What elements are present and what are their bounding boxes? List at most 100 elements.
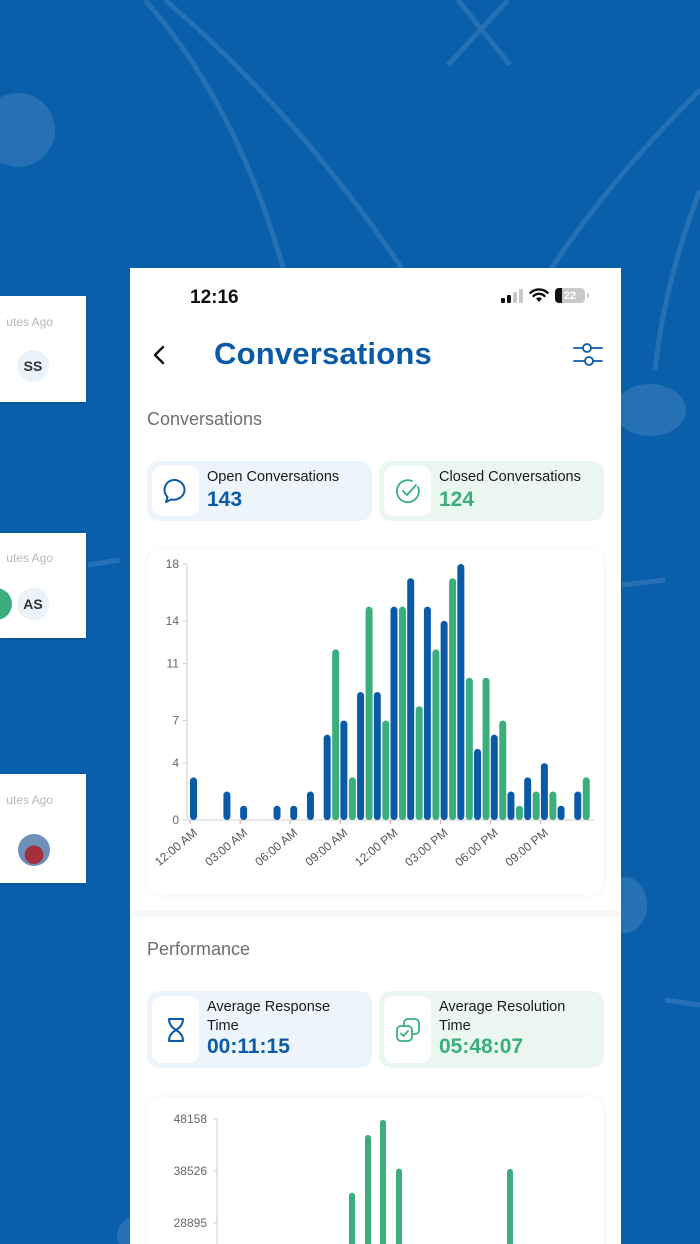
chart-bar-closed[interactable] xyxy=(399,606,406,820)
x-tick-label: 12:00 AM xyxy=(152,826,200,869)
avatar-green xyxy=(0,588,12,620)
stat-value: 143 xyxy=(207,488,243,511)
open-conversations-card[interactable]: Open Conversations 143 xyxy=(147,461,372,521)
stat-label-line1: Average Resolution xyxy=(439,999,566,1015)
back-chevron-icon[interactable] xyxy=(144,340,174,370)
filter-sliders-icon[interactable] xyxy=(571,338,605,372)
x-tick-label: 12:00 PM xyxy=(352,826,400,870)
y-tick-label: 38526 xyxy=(174,1164,208,1178)
y-tick-label: 28895 xyxy=(174,1216,208,1230)
chat-bubble-icon xyxy=(163,478,185,503)
stat-value: 124 xyxy=(439,488,475,511)
stat-label-line1: Average Response xyxy=(207,999,331,1015)
chart-bar-open[interactable] xyxy=(223,791,231,820)
stat-value: 00:11:15 xyxy=(207,1035,290,1058)
page-title: Conversations xyxy=(214,336,432,371)
section-title-conversations: Conversations xyxy=(147,409,263,429)
chart-bar-closed[interactable] xyxy=(432,649,440,820)
navigation-bar: Conversations xyxy=(130,332,621,382)
chart-bar-open[interactable] xyxy=(423,606,431,820)
chart-bar-open[interactable] xyxy=(306,791,314,820)
chart-bar-resolution[interactable] xyxy=(380,1119,386,1244)
chart-bar-closed[interactable] xyxy=(532,791,540,820)
chart-bar-open[interactable] xyxy=(490,734,498,820)
y-tick-label: 0 xyxy=(172,813,179,827)
y-tick-label: 4 xyxy=(172,756,179,770)
signal-icon xyxy=(501,288,523,303)
y-tick-label: 7 xyxy=(172,713,179,727)
x-tick-label: 09:00 PM xyxy=(502,826,550,870)
chart-bar-open[interactable] xyxy=(457,564,465,820)
stat-value: 05:48:07 xyxy=(439,1035,524,1058)
status-bar: 12:16 22 xyxy=(130,268,621,328)
chart-bar-closed[interactable] xyxy=(482,677,490,820)
chart-bar-closed[interactable] xyxy=(499,720,507,820)
chart-bar-open[interactable] xyxy=(407,578,415,820)
status-icons: 22 xyxy=(501,288,589,303)
chart-bar-open[interactable] xyxy=(390,606,398,820)
avatar: AS xyxy=(17,588,49,620)
chart-bar-open[interactable] xyxy=(440,620,448,820)
chart-bar-closed[interactable] xyxy=(465,677,473,820)
phone-screen: 12:16 22 Conversations xyxy=(130,268,621,1244)
section-divider xyxy=(130,911,621,917)
chart-bar-closed[interactable] xyxy=(365,606,373,820)
background-conversation-card: utes Ago xyxy=(0,774,86,883)
chart-bar-open[interactable] xyxy=(574,791,582,820)
chart-bar-open[interactable] xyxy=(323,734,331,820)
chart-bar-resolution[interactable] xyxy=(396,1168,402,1244)
battery-level: 22 xyxy=(563,289,577,302)
chart-bar-closed[interactable] xyxy=(449,578,457,820)
background-conversation-card: utes Ago SS xyxy=(0,296,86,402)
stat-icon-container xyxy=(384,996,431,1063)
y-tick-label: 14 xyxy=(166,614,180,628)
chart-bar-open[interactable] xyxy=(524,777,532,820)
chart-bar-closed[interactable] xyxy=(382,720,390,820)
stat-icon-container xyxy=(152,996,199,1063)
chart-bar-open[interactable] xyxy=(340,720,348,820)
hourglass-icon xyxy=(167,1017,184,1042)
chart-bar-closed[interactable] xyxy=(582,777,590,820)
y-tick-label: 48158 xyxy=(174,1112,208,1126)
average-resolution-time-card[interactable]: Average Resolution Time 05:48:07 xyxy=(379,991,604,1068)
time-ago-label: utes Ago xyxy=(6,315,53,329)
chart-bar-open[interactable] xyxy=(290,805,298,820)
avatar-photo xyxy=(18,834,50,866)
average-response-time-card[interactable]: Average Response Time 00:11:15 xyxy=(147,991,372,1068)
x-tick-label: 06:00 AM xyxy=(252,826,300,869)
chart-bar-open[interactable] xyxy=(540,763,548,820)
wifi-icon xyxy=(529,288,549,302)
stat-icon-container xyxy=(152,466,199,516)
chart-bar-closed[interactable] xyxy=(348,777,356,820)
check-circle-icon xyxy=(395,479,420,504)
stat-label: Average Resolution Time xyxy=(439,998,565,1036)
chart-bar-closed[interactable] xyxy=(332,649,340,820)
chart-bar-closed[interactable] xyxy=(415,706,423,820)
chart-bar-open[interactable] xyxy=(273,805,281,820)
closed-conversations-card[interactable]: Closed Conversations 124 xyxy=(379,461,604,521)
time-ago-label: utes Ago xyxy=(6,551,53,565)
chart-bar-resolution[interactable] xyxy=(365,1134,371,1244)
chart-bar-open[interactable] xyxy=(190,777,197,820)
battery-icon: 22 xyxy=(555,288,589,303)
chart-bar-open[interactable] xyxy=(557,805,565,820)
y-tick-label: 11 xyxy=(167,657,180,671)
chart-bar-open[interactable] xyxy=(240,805,248,820)
chart-bar-open[interactable] xyxy=(357,692,365,820)
chart-bar-resolution[interactable] xyxy=(349,1192,355,1244)
chart-bar-open[interactable] xyxy=(474,748,482,820)
stat-label-line2: Time xyxy=(439,1018,471,1034)
chart-bar-closed[interactable] xyxy=(549,791,557,820)
chart-bar-resolution[interactable] xyxy=(507,1168,513,1244)
section-title-performance: Performance xyxy=(147,939,251,959)
conversations-chart-card: 0 4 7 11 14 18 12:00 AM 03:00 AM 06:00 AM 09:00 A… xyxy=(147,549,604,895)
stat-icon-container xyxy=(384,466,431,516)
avatar: SS xyxy=(17,350,49,382)
chart-bar-closed[interactable] xyxy=(515,805,523,820)
chart-bar-open[interactable] xyxy=(373,692,381,820)
status-time: 12:16 xyxy=(190,287,239,308)
chart-bar-open[interactable] xyxy=(507,791,515,820)
x-tick-label: 06:00 PM xyxy=(452,826,500,870)
stat-label-line2: Time xyxy=(207,1018,239,1034)
time-ago-label: utes Ago xyxy=(6,793,53,807)
